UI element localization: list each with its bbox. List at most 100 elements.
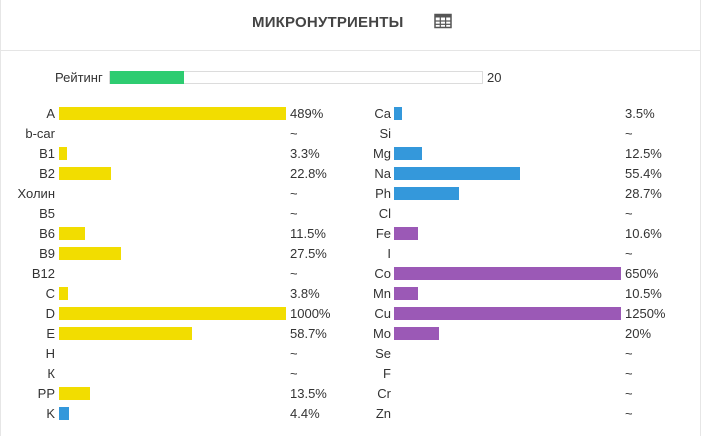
vitamin-name: C [45,286,55,301]
vitamin-row: A 489% [1,103,700,123]
mineral-value: 1250% [625,306,666,321]
mineral-bar [394,307,621,320]
mineral-bar [394,227,418,240]
vitamin-name: B5 [39,206,55,221]
vitamin-bar [59,327,192,340]
mineral-name: Co [374,266,391,281]
vitamin-name: B1 [39,146,55,161]
mineral-bar [394,167,520,180]
mineral-value: ~ [625,366,633,381]
vitamin-name: B12 [31,266,55,281]
vitamin-value: 489% [290,106,324,121]
vitamin-name: K [46,406,55,421]
vitamin-bar [59,287,68,300]
rating-max-value: 20 [487,70,502,85]
vitamin-row: Холин ~ [1,183,700,203]
mineral-name: Ca [374,106,391,121]
vitamin-name: B9 [39,246,55,261]
mineral-value: 10.5% [625,286,662,301]
mineral-value: ~ [625,206,633,221]
vitamin-row: K 4.4% [1,403,700,423]
mineral-value: ~ [625,246,633,261]
panel-title: МИКРОНУТРИЕНТЫ [252,14,404,31]
mineral-name: Se [375,346,391,361]
rating-label: Рейтинг [55,70,103,85]
vitamin-value: ~ [290,366,298,381]
mineral-bar [394,107,402,120]
mineral-value: 650% [625,266,659,281]
mineral-value: 12.5% [625,146,662,161]
mineral-row: Co 650% [1,263,700,283]
mineral-row: Ca 3.5% [1,103,700,123]
vitamin-value: ~ [290,266,298,281]
vitamin-value: ~ [290,346,298,361]
vitamin-bar [59,107,286,120]
vitamin-name: E [46,326,55,341]
vitamin-bar [59,227,85,240]
table-grid-icon[interactable] [434,13,452,29]
vitamin-bar [59,147,67,160]
vitamin-name: Холин [17,186,56,201]
vitamin-value: 22.8% [290,166,327,181]
mineral-row: Mn 10.5% [1,283,700,303]
mineral-bar [394,187,459,200]
mineral-row: Zn ~ [1,403,700,423]
mineral-name: Cl [378,206,391,221]
mineral-row: Na 55.4% [1,163,700,183]
mineral-row: Fe 10.6% [1,223,700,243]
vitamin-value: 58.7% [290,326,327,341]
mineral-value: 55.4% [625,166,662,181]
rating-bar [109,71,483,84]
vitamin-value: 13.5% [290,386,327,401]
vitamin-value: 27.5% [290,246,327,261]
mineral-name: Cu [374,306,391,321]
vitamin-value: 4.4% [290,406,320,421]
vitamin-bar [59,247,121,260]
mineral-name: Mo [372,326,391,341]
mineral-name: Ph [375,186,391,201]
mineral-value: ~ [625,386,633,401]
mineral-name: Zn [375,406,391,421]
vitamin-value: 3.3% [290,146,320,161]
mineral-row: I ~ [1,243,700,263]
vitamin-row: B1 3.3% [1,143,700,163]
vitamin-name: B6 [39,226,55,241]
vitamin-name: B2 [39,166,55,181]
vitamin-row: B12 ~ [1,263,700,283]
vitamin-row: B2 22.8% [1,163,700,183]
vitamin-value: ~ [290,186,298,201]
mineral-value: 3.5% [625,106,655,121]
mineral-bar [394,287,418,300]
vitamin-bar [59,407,69,420]
vitamin-row: E 58.7% [1,323,700,343]
vitamin-value: 11.5% [290,226,326,241]
mineral-value: 20% [625,326,652,341]
vitamin-value: 1000% [290,306,331,321]
mineral-row: Cu 1250% [1,303,700,323]
vitamin-row: H ~ [1,343,700,363]
vitamin-name: b-car [25,126,55,141]
vitamin-value: ~ [290,126,298,141]
mineral-row: Mg 12.5% [1,143,700,163]
vitamin-value: 3.8% [290,286,320,301]
mineral-row: F ~ [1,363,700,383]
vitamin-name: D [45,306,55,321]
vitamin-bar [59,307,286,320]
mineral-name: Fe [375,226,391,241]
mineral-bar [394,267,621,280]
vitamin-name: H [45,346,55,361]
mineral-row: Mo 20% [1,323,700,343]
mineral-value: ~ [625,126,633,141]
mineral-bar [394,147,422,160]
mineral-row: Ph 28.7% [1,183,700,203]
panel-header: МИКРОНУТРИЕНТЫ [1,0,700,51]
mineral-name: Cr [377,386,391,401]
mineral-value: ~ [625,406,633,421]
vitamin-row: B6 11.5% [1,223,700,243]
mineral-name: Mg [372,146,391,161]
vitamin-value: ~ [290,206,298,221]
mineral-name: I [387,246,391,261]
mineral-row: Si ~ [1,123,700,143]
vitamin-row: B9 27.5% [1,243,700,263]
